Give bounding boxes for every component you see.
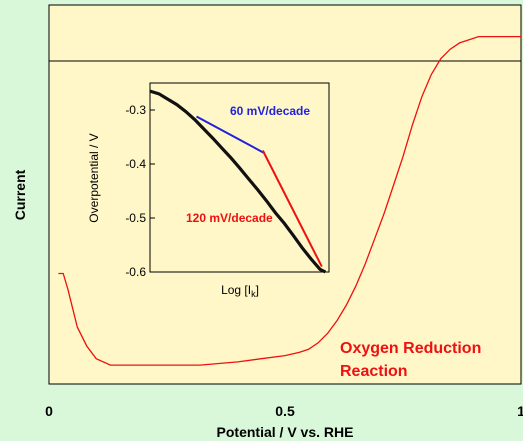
inset-y-ticks: -0.3 -0.4 -0.5 -0.6 <box>125 103 155 279</box>
main-x-tick-label: 0 <box>45 403 53 419</box>
annotation-oxygen-reduction: Oxygen Reduction <box>340 340 481 357</box>
main-x-tick-label: 1 <box>517 403 523 419</box>
inset-y-tick-label: -0.4 <box>125 157 146 171</box>
inset-data-curve <box>149 89 327 274</box>
main-x-axis-label: Potential / V vs. RHE <box>217 424 354 440</box>
main-x-ticks: 0 0.5 1 <box>45 403 523 419</box>
main-x-tick-label: 0.5 <box>275 403 295 419</box>
current-potential-curve <box>58 35 521 366</box>
inset-y-tick-label: -0.5 <box>125 211 146 225</box>
inset-y-axis-label: Overpotential / V <box>87 133 101 222</box>
inset-fit-120-line <box>261 150 323 268</box>
annotation-reaction: Reaction <box>340 363 408 380</box>
inset-fit-60-line <box>196 115 266 155</box>
label-60-mv-decade: 60 mV/decade <box>230 104 310 118</box>
main-y-axis-label: Current <box>12 169 28 220</box>
inset-x-axis-label: Log [Ik] <box>221 283 259 299</box>
inset-y-tick-label: -0.3 <box>125 103 146 117</box>
inset-plot-area <box>149 82 330 273</box>
label-120-mv-decade: 120 mV/decade <box>186 211 273 225</box>
inset-y-tick-label: -0.6 <box>125 265 146 279</box>
